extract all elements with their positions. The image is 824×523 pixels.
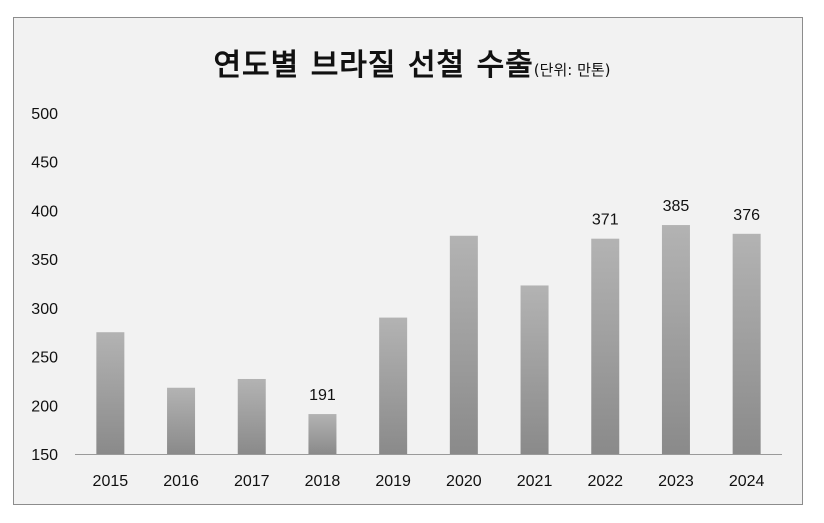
- bar-2016: [167, 387, 196, 454]
- bar-2023: [661, 225, 690, 454]
- x-tick-label: 2020: [446, 473, 482, 490]
- chart-title-main: 연도별 브라질 선철 수출: [213, 48, 534, 83]
- data-labels: 191 371 385 376: [309, 198, 760, 404]
- x-tick-label: 2017: [234, 473, 270, 490]
- x-tick-label: 2015: [93, 473, 129, 490]
- data-label-2018: 191: [309, 387, 336, 404]
- y-tick-label: 350: [31, 252, 58, 269]
- x-tick-label: 2022: [587, 473, 623, 490]
- y-tick-label: 300: [31, 301, 58, 318]
- y-tick-label: 450: [31, 155, 58, 172]
- y-tick-label: 250: [31, 350, 58, 367]
- x-tick-label: 2021: [517, 473, 553, 490]
- x-tick-label: 2024: [729, 473, 765, 490]
- chart-unit-label: (단위: 만톤): [533, 61, 611, 79]
- x-tick-label: 2019: [375, 473, 411, 490]
- y-tick-label: 400: [31, 203, 58, 220]
- bar-2020: [449, 235, 478, 454]
- y-tick-label: 500: [31, 106, 58, 123]
- bar-2018: [308, 414, 337, 454]
- y-axis: 150 200 250 300 350 400 450 500: [31, 106, 58, 464]
- y-tick-label: 200: [31, 398, 58, 415]
- bar-2015: [96, 332, 125, 454]
- data-label-2024: 376: [733, 207, 760, 224]
- bar-2024: [732, 233, 761, 454]
- bar-2019: [379, 317, 408, 454]
- data-label-2023: 385: [663, 198, 690, 215]
- bar-2022: [591, 238, 620, 454]
- x-tick-label: 2016: [163, 473, 199, 490]
- x-axis: 2015 2016 2017 2018 2019 2020 2021 2022 2023 2024: [93, 473, 765, 490]
- bars: [96, 225, 761, 454]
- bar-2021: [520, 285, 549, 454]
- data-label-2022: 371: [592, 212, 619, 229]
- x-tick-label: 2018: [305, 473, 341, 490]
- chart-title: 연도별 브라질 선철 수출(단위: 만톤): [0, 40, 824, 84]
- bar-2017: [237, 378, 266, 454]
- y-tick-label: 150: [31, 447, 58, 464]
- x-tick-label: 2023: [658, 473, 694, 490]
